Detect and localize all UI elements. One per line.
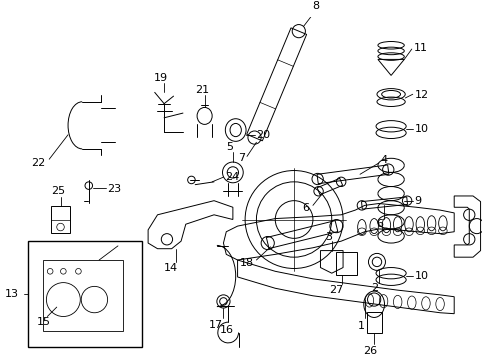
Text: 17: 17: [208, 320, 223, 330]
Bar: [42, 260, 122, 330]
Bar: [336, 252, 356, 275]
Text: 15: 15: [37, 317, 50, 327]
Text: 9: 9: [414, 196, 421, 206]
Text: 27: 27: [329, 285, 343, 295]
Text: 16: 16: [220, 325, 234, 335]
Text: 21: 21: [194, 85, 208, 95]
Text: 22: 22: [31, 158, 45, 168]
Text: 18: 18: [240, 258, 254, 268]
Text: 25: 25: [51, 186, 64, 196]
Text: 6: 6: [301, 203, 308, 213]
Text: 6: 6: [376, 219, 383, 229]
Text: 10: 10: [414, 124, 428, 134]
Bar: [366, 312, 381, 333]
Text: 19: 19: [154, 73, 168, 83]
Text: 23: 23: [107, 184, 122, 194]
Text: 12: 12: [414, 90, 428, 100]
Text: 5: 5: [226, 142, 233, 152]
Text: 10: 10: [414, 271, 428, 281]
Text: 1: 1: [357, 321, 364, 331]
Text: 13: 13: [4, 289, 19, 299]
Text: 3: 3: [325, 233, 332, 242]
Text: 8: 8: [311, 1, 319, 11]
Text: 14: 14: [163, 262, 178, 273]
Text: 11: 11: [413, 43, 427, 53]
Text: 20: 20: [256, 130, 270, 140]
Bar: [28, 241, 141, 347]
Bar: [51, 206, 70, 233]
Text: 2: 2: [371, 283, 378, 293]
Text: 7: 7: [237, 153, 244, 163]
Text: 26: 26: [363, 346, 377, 356]
Text: 4: 4: [380, 155, 387, 165]
Text: 24: 24: [225, 172, 239, 182]
